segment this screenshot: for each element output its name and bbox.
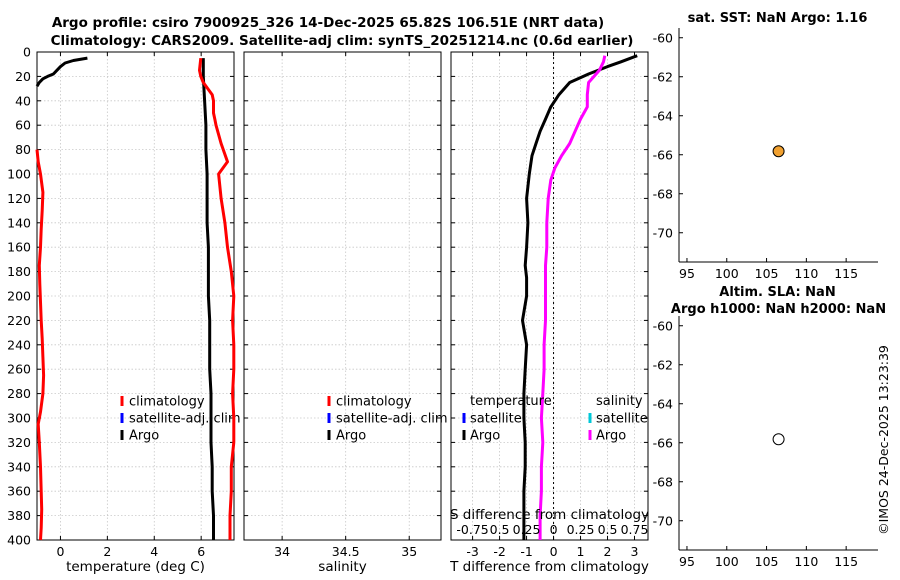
x-axis-label: salinity xyxy=(318,559,366,575)
legend-entry: satellite xyxy=(470,412,522,427)
x-tick-label: 0 xyxy=(56,544,64,559)
top-tick-label: 0.25 xyxy=(513,522,541,537)
y-tick-label: 220 xyxy=(7,313,31,328)
map-title-line1: Altim. SLA: NaN xyxy=(719,285,835,300)
float-position-marker xyxy=(772,433,785,446)
x-axis-label: temperature (deg C) xyxy=(66,559,205,575)
x-tick-label: -1 xyxy=(520,544,532,559)
title-line1: Argo profile: csiro 7900925_326 14-Dec-2… xyxy=(52,15,604,31)
legend-entry: Argo xyxy=(336,429,366,444)
x-tick-label: 34.5 xyxy=(332,544,360,559)
y-tick-label: 180 xyxy=(7,264,31,279)
y-tick-label: 280 xyxy=(7,386,31,401)
y-tick-label: 80 xyxy=(15,142,31,157)
y-tick-label: 340 xyxy=(7,459,31,474)
map-x-tick-label: 100 xyxy=(715,554,739,569)
map-y-tick-label: -64 xyxy=(653,108,673,123)
series-line-climatology xyxy=(198,57,236,540)
map-y-tick-label: -66 xyxy=(653,147,673,162)
map-y-tick-label: -68 xyxy=(653,474,673,489)
legend-entry: Argo xyxy=(470,429,500,444)
series-line-argo xyxy=(35,56,88,87)
map-y-tick-label: -66 xyxy=(653,435,673,450)
x-tick-label: 2 xyxy=(103,544,111,559)
map-x-tick-label: 105 xyxy=(755,266,779,281)
x-tick-label: 3 xyxy=(631,544,639,559)
legend-entry: climatology xyxy=(336,395,412,410)
map-x-tick-label: 100 xyxy=(715,266,739,281)
float-position-marker xyxy=(772,145,785,158)
y-tick-label: 20 xyxy=(15,69,31,84)
y-tick-label: 240 xyxy=(7,337,31,352)
y-tick-label: 200 xyxy=(7,289,31,304)
x-axis-label: T difference from climatology xyxy=(449,559,649,575)
map-x-tick-label: 115 xyxy=(834,554,858,569)
y-tick-label: 300 xyxy=(7,411,31,426)
x-tick-label: -2 xyxy=(493,544,505,559)
legend-entry: Argo xyxy=(596,429,626,444)
legend-entry: climatology xyxy=(129,395,205,410)
top-tick-label: 0 xyxy=(550,522,558,537)
x-tick-label: -3 xyxy=(466,544,478,559)
y-tick-label: 380 xyxy=(7,508,31,523)
series-line-salinity-argo xyxy=(538,55,607,540)
legend-header-salinity: salinity xyxy=(596,394,643,409)
x-tick-label: 1 xyxy=(577,544,585,559)
x-tick-label: 4 xyxy=(150,544,158,559)
legend-header-temperature: temperature xyxy=(470,394,552,409)
top-tick-label: 0.5 xyxy=(490,522,510,537)
map-x-tick-label: 95 xyxy=(679,554,695,569)
top-tick-label: 0.5 xyxy=(598,522,618,537)
map-y-tick-label: -62 xyxy=(653,357,673,372)
top-axis-label: S difference from climatology xyxy=(450,507,649,523)
y-tick-label: 0 xyxy=(23,45,31,60)
y-tick-label: 140 xyxy=(7,215,31,230)
map-x-tick-label: 105 xyxy=(755,554,779,569)
legend-entry: satellite-adj. clim xyxy=(336,412,448,427)
top-tick-label: 0.75 xyxy=(621,522,649,537)
x-tick-label: 34 xyxy=(274,544,290,559)
series-line-climatology xyxy=(35,149,46,541)
top-tick-label: 0.25 xyxy=(567,522,595,537)
legend-entry: Argo xyxy=(129,429,159,444)
map-title-line2: Argo h1000: NaN h2000: NaN xyxy=(671,302,886,317)
map-y-tick-label: -70 xyxy=(653,513,673,528)
y-tick-label: 100 xyxy=(7,167,31,182)
legend-entry: satellite xyxy=(596,412,648,427)
map-title: sat. SST: NaN Argo: 1.16 xyxy=(688,11,868,26)
series-line-temperature-argo xyxy=(521,54,638,540)
map-y-tick-label: -62 xyxy=(653,69,673,84)
y-tick-label: 260 xyxy=(7,362,31,377)
y-tick-label: 360 xyxy=(7,484,31,499)
map-y-tick-label: -68 xyxy=(653,186,673,201)
x-tick-label: 6 xyxy=(197,544,205,559)
y-tick-label: 400 xyxy=(7,533,31,548)
x-tick-label: 0 xyxy=(550,544,558,559)
y-tick-label: 320 xyxy=(7,435,31,450)
map-y-tick-label: -60 xyxy=(653,318,673,333)
map-x-tick-label: 115 xyxy=(834,266,858,281)
map-x-tick-label: 95 xyxy=(679,266,695,281)
y-tick-label: 160 xyxy=(7,240,31,255)
title-line2: Climatology: CARS2009. Satellite-adj cli… xyxy=(51,33,634,49)
x-tick-label: 2 xyxy=(604,544,612,559)
timestamp-stamp: ©IMOS 24-Dec-2025 13:23:39 xyxy=(876,345,891,535)
y-tick-label: 60 xyxy=(15,118,31,133)
x-tick-label: 35 xyxy=(401,544,417,559)
series-line-argo xyxy=(201,58,215,540)
legend-entry: satellite-adj. clim xyxy=(129,412,241,427)
map-y-tick-label: -64 xyxy=(653,396,673,411)
top-tick-label: -0.75 xyxy=(456,522,488,537)
y-tick-label: 120 xyxy=(7,191,31,206)
map-x-tick-label: 110 xyxy=(794,554,818,569)
map-y-tick-label: -60 xyxy=(653,30,673,45)
map-y-tick-label: -70 xyxy=(653,225,673,240)
map-x-tick-label: 110 xyxy=(794,266,818,281)
y-tick-label: 40 xyxy=(15,93,31,108)
